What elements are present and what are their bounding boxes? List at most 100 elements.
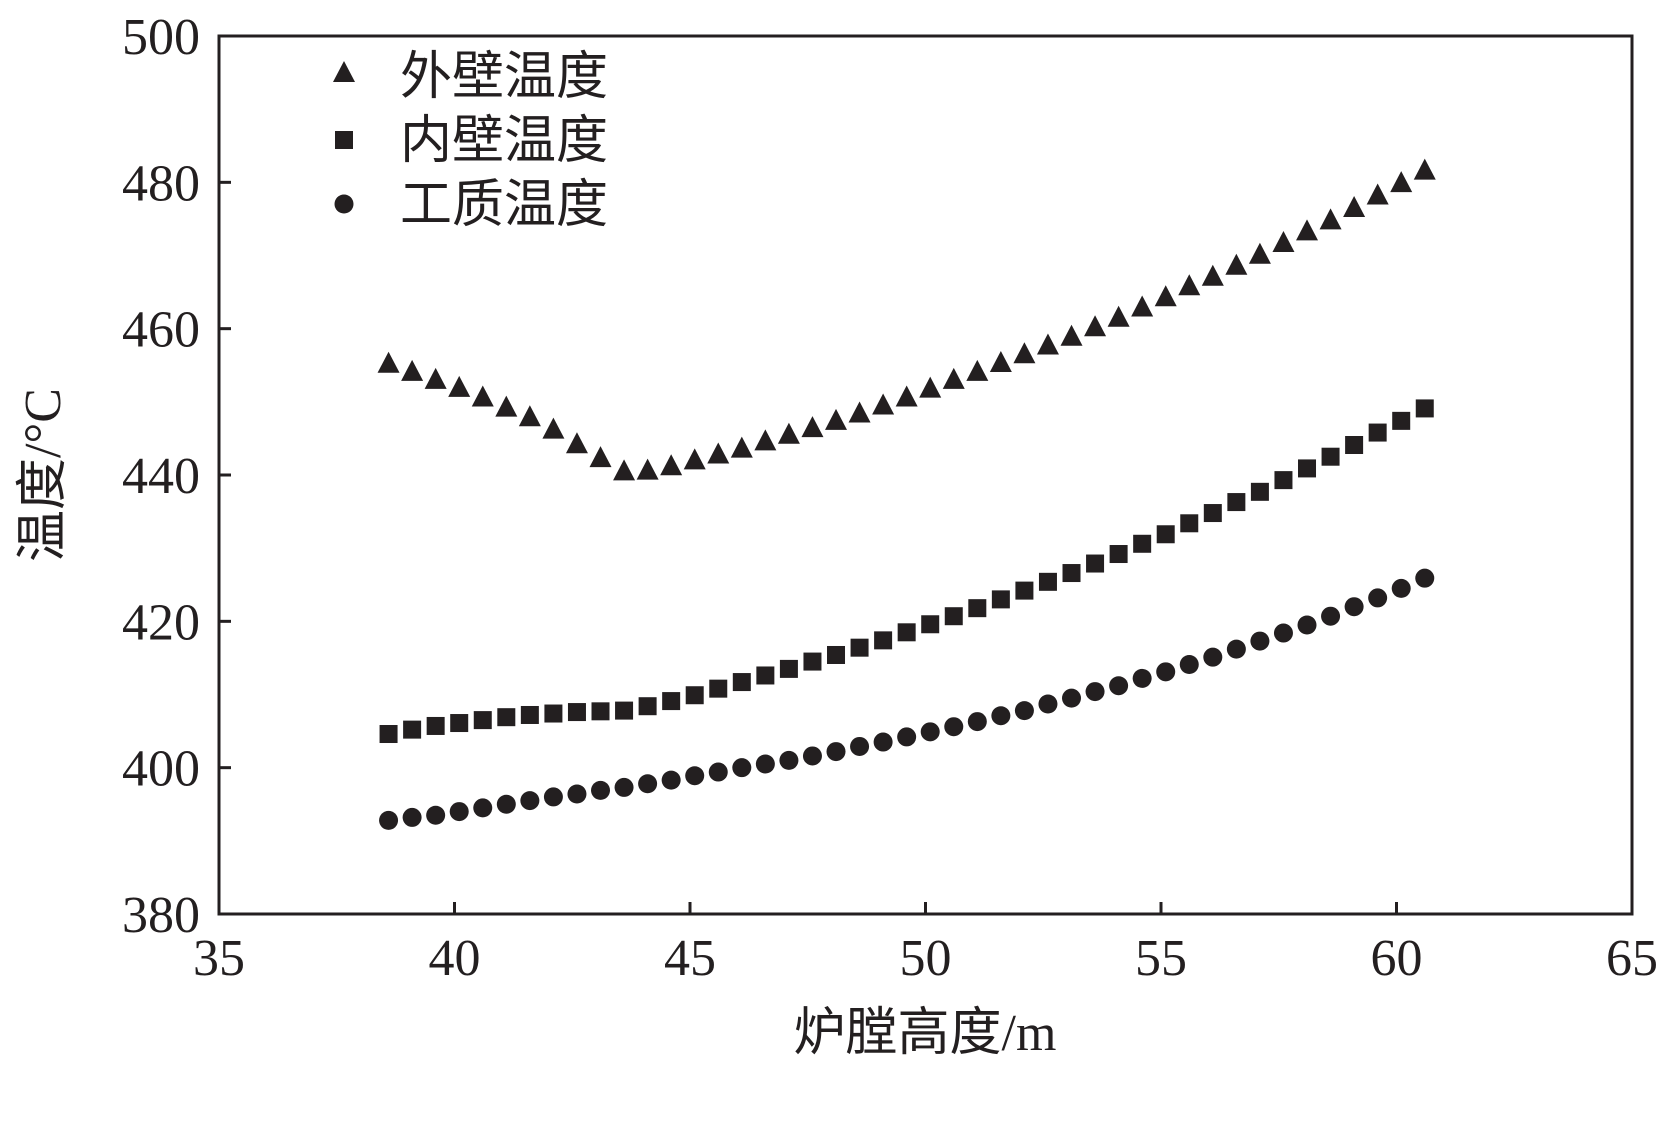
fluid-temp-point: [779, 750, 799, 770]
inner-wall-temp-point: [1109, 545, 1128, 564]
outer-wall-temp-point: [730, 436, 753, 458]
outer-wall-temp-point: [707, 442, 730, 464]
fluid-temp-point: [473, 798, 493, 818]
outer-wall-temp-point: [1366, 183, 1389, 205]
inner-wall-temp-point: [1345, 436, 1364, 455]
inner-wall-temp-point: [1321, 447, 1340, 466]
outer-wall-temp-point: [1225, 253, 1248, 275]
outer-wall-temp-point: [966, 359, 989, 381]
outer-wall-temp-point: [777, 422, 800, 444]
x-axis-label: 炉膛高度/m: [794, 1005, 1057, 1062]
inner-wall-temp-point: [827, 645, 846, 664]
outer-wall-temp-point: [919, 376, 942, 398]
legend-label-fluid: 工质温度: [400, 177, 608, 234]
fluid-temp-point: [873, 732, 893, 752]
outer-wall-temp-series: [377, 158, 1436, 481]
fluid-temp-point: [1368, 588, 1388, 608]
fluid-temp-point: [755, 754, 775, 774]
outer-wall-temp-point: [1413, 158, 1436, 180]
inner-wall-temp-point: [685, 686, 704, 705]
outer-wall-temp-point: [660, 454, 683, 476]
fluid-temp-point: [991, 706, 1011, 726]
fluid-temp-point: [520, 791, 540, 811]
inner-wall-temp-point: [591, 702, 610, 721]
fluid-temp-point: [1156, 662, 1176, 682]
x-tick-label: 60: [1371, 930, 1423, 987]
fluid-temp-point: [1132, 668, 1152, 688]
fluid-temp-point: [1014, 701, 1034, 721]
fluid-temp-point: [802, 746, 822, 766]
fluid-temp-point: [685, 766, 705, 786]
inner-wall-temp-point: [732, 673, 751, 692]
axis-ticks: [217, 34, 1634, 916]
fluid-temp-point: [567, 784, 587, 804]
outer-wall-temp-point: [1107, 305, 1130, 327]
inner-wall-temp-point: [1415, 399, 1434, 418]
fluid-temp-point: [614, 777, 634, 797]
inner-wall-temp-point: [1298, 459, 1317, 478]
y-tick-label: 480: [122, 155, 200, 212]
inner-wall-temp-point: [379, 725, 398, 744]
fluid-temp-point: [449, 802, 469, 822]
fluid-temp-point: [1062, 688, 1082, 708]
inner-wall-temp-point: [473, 711, 492, 730]
y-tick-label: 400: [122, 741, 200, 798]
x-tick-label: 40: [429, 930, 481, 987]
fluid-temp-point: [543, 787, 563, 807]
inner-wall-temp-point: [991, 590, 1010, 609]
x-tick-label: 35: [193, 930, 245, 987]
inner-wall-temp-point: [567, 703, 586, 722]
legend-square-marker: [335, 131, 353, 149]
outer-wall-temp-point: [848, 401, 871, 423]
outer-wall-temp-point: [565, 432, 588, 454]
inner-wall-temp-point: [874, 631, 893, 650]
fluid-temp-point: [1415, 568, 1435, 588]
outer-wall-temp-point: [542, 417, 565, 439]
y-tick-label: 460: [122, 302, 200, 359]
outer-wall-temp-point: [1154, 285, 1177, 307]
fluid-temp-point: [944, 717, 964, 737]
inner-wall-temp-point: [615, 701, 634, 720]
outer-wall-temp-point: [754, 429, 777, 451]
inner-wall-temp-point: [1038, 572, 1057, 591]
outer-wall-temp-point: [1013, 342, 1036, 364]
legend-item-outer-wall: 外壁温度: [333, 49, 608, 106]
inner-wall-temp-point: [403, 720, 422, 739]
fluid-temp-point: [591, 780, 611, 800]
fluid-temp-point: [1321, 606, 1341, 626]
fluid-temp-point: [1179, 655, 1199, 675]
legend-triangle-marker: [333, 61, 355, 82]
inner-wall-temp-point: [520, 705, 539, 724]
outer-wall-temp-point: [825, 408, 848, 430]
inner-wall-temp-point: [921, 615, 940, 634]
inner-wall-temp-point: [756, 666, 775, 685]
outer-wall-temp-point: [589, 446, 612, 468]
inner-wall-temp-point: [497, 708, 516, 727]
outer-wall-temp-point: [1036, 333, 1059, 355]
inner-wall-temp-series: [379, 399, 1434, 744]
outer-wall-temp-point: [1272, 231, 1295, 253]
outer-wall-temp-point: [1201, 264, 1224, 286]
inner-wall-temp-point: [779, 659, 798, 678]
outer-wall-temp-point: [872, 393, 895, 415]
y-tick-label: 420: [122, 594, 200, 651]
outer-wall-temp-point: [448, 375, 471, 397]
fluid-temp-point: [1226, 639, 1246, 659]
fluid-temp-point: [920, 722, 940, 742]
fluid-temp-point: [1109, 676, 1129, 696]
y-tick-label: 380: [122, 887, 200, 944]
fluid-temp-point: [1344, 597, 1364, 617]
inner-wall-temp-point: [426, 716, 445, 735]
inner-wall-temp-point: [850, 638, 869, 657]
inner-wall-temp-point: [1062, 564, 1081, 583]
fluid-temp-series: [379, 568, 1435, 830]
inner-wall-temp-point: [803, 652, 822, 671]
fluid-temp-point: [661, 770, 681, 790]
fluid-temp-point: [426, 805, 446, 825]
outer-wall-temp-point: [1248, 242, 1271, 264]
inner-wall-temp-point: [1227, 493, 1246, 512]
fluid-temp-point: [897, 727, 917, 747]
fluid-temp-point: [732, 758, 752, 778]
outer-wall-temp-point: [424, 367, 447, 389]
outer-wall-temp-point: [518, 405, 541, 427]
